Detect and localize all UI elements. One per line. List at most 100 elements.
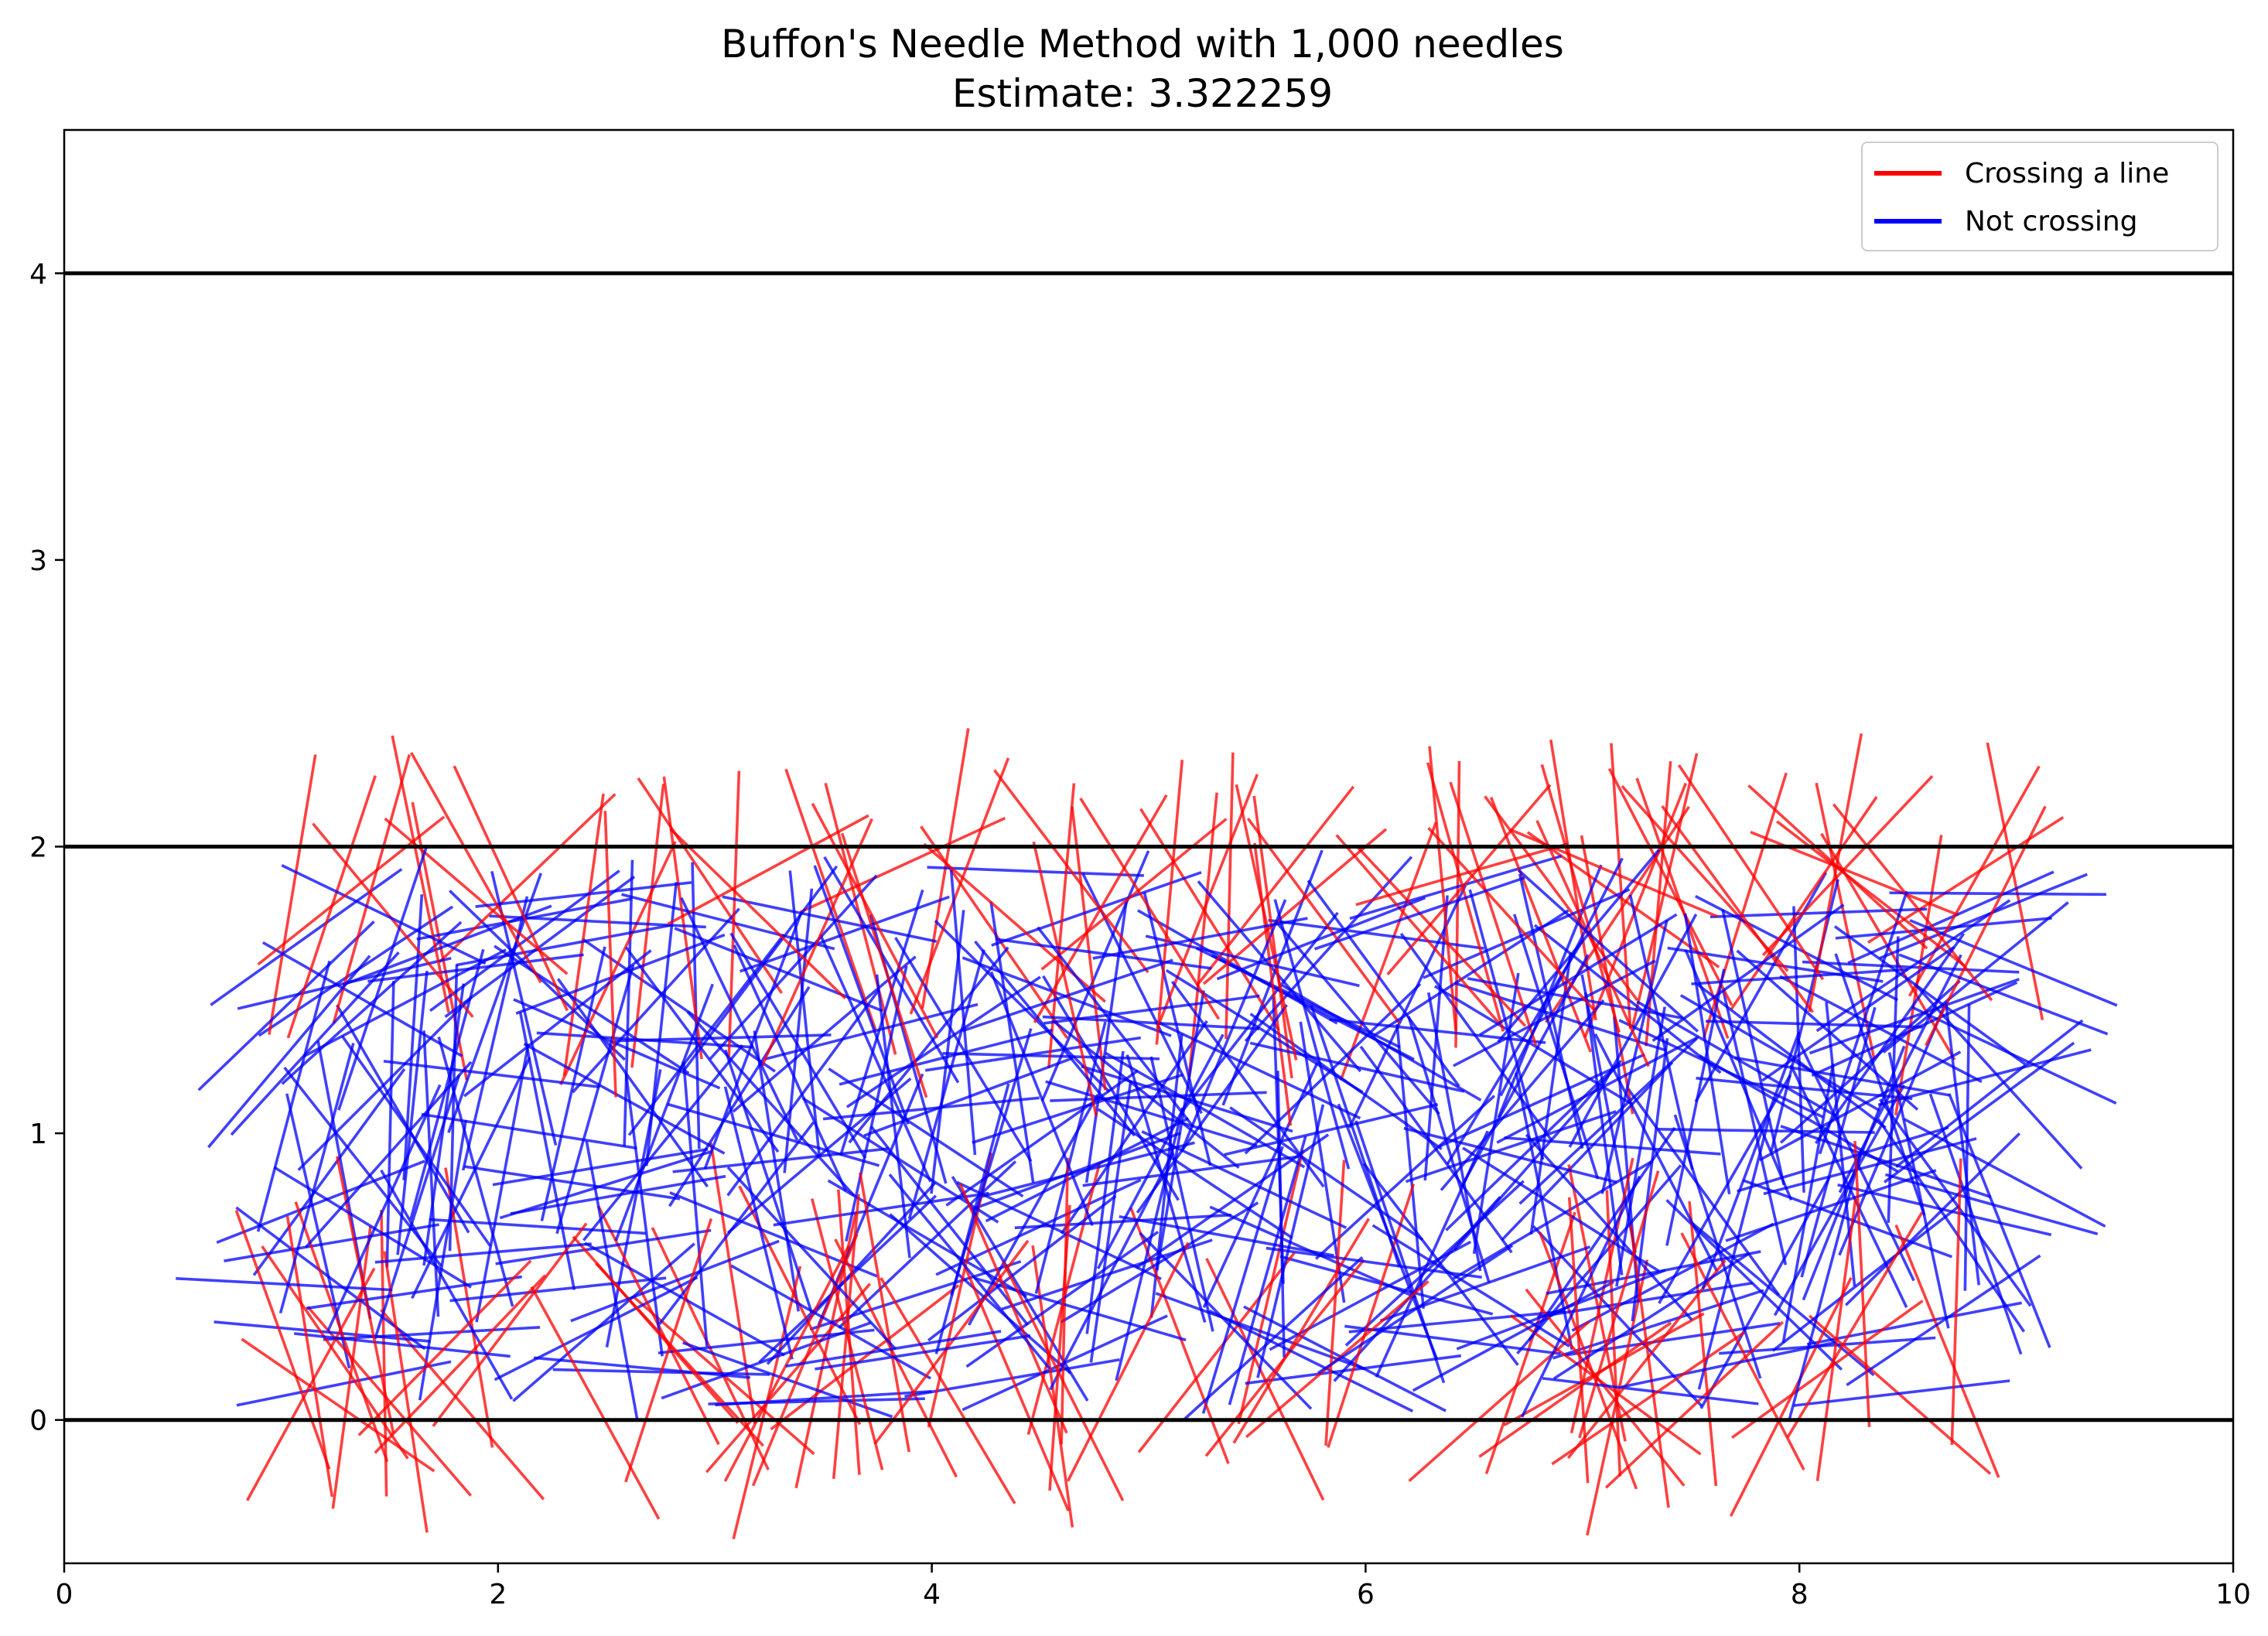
needle-crossing — [1489, 797, 1592, 1053]
needle-crossing — [1578, 1170, 1660, 1439]
needle-not-crossing — [927, 1194, 1117, 1342]
needle-not-crossing — [813, 865, 910, 1125]
needle-crossing — [723, 1245, 850, 1482]
needle-crossing — [432, 1222, 588, 1427]
needle-not-crossing — [515, 933, 726, 1015]
needle-not-crossing — [1512, 914, 1600, 1180]
needle-crossing — [1680, 1232, 1805, 1470]
needle-not-crossing — [962, 958, 1173, 1033]
needle-not-crossing — [956, 1180, 1162, 1280]
needle-not-crossing — [1354, 1120, 1446, 1384]
needle-not-crossing — [1583, 992, 1624, 1276]
needle-not-crossing — [1701, 1031, 1801, 1289]
needle-crossing — [453, 765, 569, 1012]
needle-not-crossing — [989, 901, 1035, 1183]
needle-crossing — [958, 1183, 1068, 1434]
y-axis: 0 1 2 3 4 — [29, 258, 64, 1437]
needle-not-crossing — [863, 1057, 1074, 1137]
needle-not-crossing — [323, 1326, 541, 1341]
legend-box — [1861, 142, 2218, 251]
needle-not-crossing — [582, 1044, 744, 1242]
needle-crossing — [1986, 742, 2044, 1020]
needle-not-crossing — [1045, 1080, 1258, 1147]
needle-not-crossing — [1453, 959, 1656, 1067]
needle-crossing — [1202, 828, 1388, 985]
needle-not-crossing — [1793, 1379, 2010, 1407]
needle-not-crossing — [510, 1174, 726, 1215]
needle-not-crossing — [437, 1036, 514, 1307]
needle-not-crossing — [1438, 1053, 1645, 1148]
needle-not-crossing — [1149, 1056, 1214, 1332]
needle-crossing — [1566, 1259, 1727, 1459]
needle-not-crossing — [723, 1086, 794, 1360]
needle-not-crossing — [1706, 1020, 1923, 1029]
x-tick-label: 6 — [1357, 1579, 1375, 1610]
needle-crossing — [799, 816, 1006, 914]
needle-not-crossing — [1552, 1252, 1751, 1380]
needle-crossing — [603, 811, 617, 1098]
needle-not-crossing — [449, 1276, 667, 1303]
needle-not-crossing — [1618, 1019, 1824, 1119]
needle-not-crossing — [1621, 1341, 1836, 1388]
needle-not-crossing — [845, 965, 908, 1242]
needle-not-crossing — [1497, 849, 1661, 1043]
needle-crossing — [1032, 841, 1098, 1117]
needle-crossing — [669, 828, 847, 999]
needle-not-crossing — [207, 955, 371, 1149]
needle-not-crossing — [1445, 1060, 1622, 1231]
needle-crossing — [1894, 1224, 2000, 1478]
needle-not-crossing — [1895, 1019, 2084, 1168]
needle-crossing — [760, 818, 873, 1067]
needle-crossing — [1204, 1259, 1365, 1457]
needle-not-crossing — [252, 1067, 406, 1276]
needle-crossing — [530, 1286, 661, 1520]
needle-crossing — [1427, 827, 1597, 1013]
needle-not-crossing — [1552, 1289, 1764, 1360]
needle-not-crossing — [1546, 1250, 1761, 1296]
needle-not-crossing — [875, 974, 911, 1259]
needle-not-crossing — [949, 869, 977, 1156]
needle-crossing — [993, 769, 1149, 974]
needle-crossing — [1815, 782, 1876, 1060]
needle-not-crossing — [444, 875, 636, 1019]
needle-not-crossing — [341, 1035, 492, 1247]
needle-not-crossing — [1395, 1023, 1425, 1309]
needle-not-crossing — [934, 920, 1111, 1093]
needle-crossing — [1607, 767, 1733, 1006]
needle-not-crossing — [1806, 1301, 2023, 1346]
needle-not-crossing — [1879, 1098, 2032, 1307]
needle-not-crossing — [1037, 926, 1195, 1129]
needle-crossing — [1525, 1288, 1686, 1487]
needle-crossing — [880, 1277, 1016, 1505]
needle-not-crossing — [985, 1117, 1190, 1223]
needle-not-crossing — [722, 895, 938, 943]
needle-not-crossing — [1593, 1033, 1719, 1272]
needle-not-crossing — [1224, 1102, 1439, 1156]
needle-crossing — [559, 841, 677, 1086]
needle-not-crossing — [1736, 949, 1919, 1111]
needle-not-crossing — [224, 1223, 439, 1262]
needle-not-crossing — [1216, 896, 1426, 981]
needle-not-crossing — [518, 1012, 576, 1290]
needle-not-crossing — [1909, 919, 2118, 1007]
needle-not-crossing — [396, 970, 429, 1255]
needle-not-crossing — [1202, 1062, 1319, 1309]
needle-not-crossing — [1737, 1125, 1949, 1193]
needle-not-crossing — [1060, 1201, 1259, 1324]
needle-not-crossing — [972, 1073, 1184, 1144]
needle-crossing — [1232, 1218, 1371, 1444]
needle-crossing — [357, 1259, 532, 1436]
needle-not-crossing — [1472, 972, 1520, 1255]
needle-crossing — [1002, 1261, 1125, 1501]
needle-not-crossing — [1811, 981, 2018, 1078]
needle-not-crossing — [1256, 1104, 1325, 1378]
needle-not-crossing — [1273, 899, 1351, 1170]
needle-not-crossing — [1818, 890, 1908, 1155]
needle-not-crossing — [230, 951, 400, 1136]
needle-crossing — [1048, 1204, 1071, 1491]
needle-not-crossing — [658, 1121, 815, 1325]
needle-crossing — [1156, 774, 1259, 1030]
needle-crossing — [1205, 1258, 1325, 1501]
needle-crossing — [383, 1251, 429, 1533]
needle-not-crossing — [1835, 917, 2052, 940]
